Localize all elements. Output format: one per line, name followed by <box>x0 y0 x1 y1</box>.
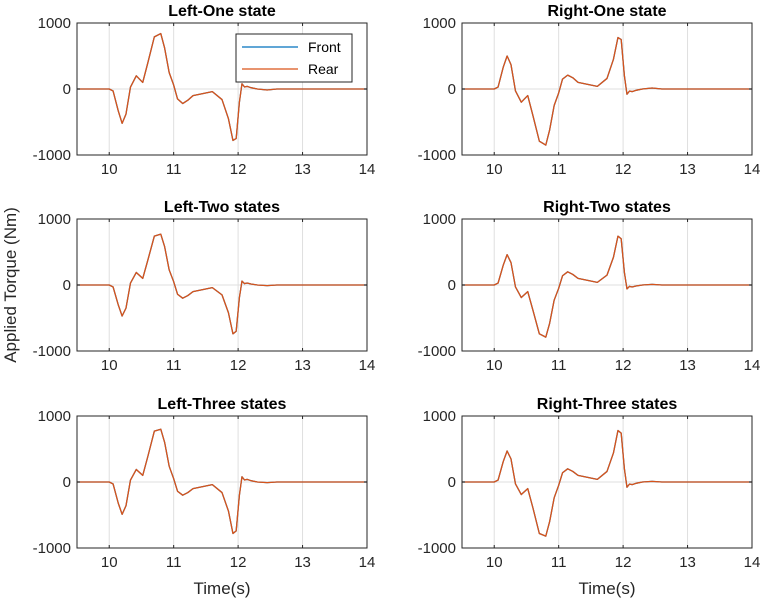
subplot-title: Right-One state <box>547 3 666 20</box>
x-tick-label: 13 <box>294 357 311 374</box>
subplot-title: Left-One state <box>168 3 276 20</box>
y-tick-label: 1000 <box>38 15 71 32</box>
x-tick-label: 13 <box>294 161 311 178</box>
x-tick-label: 14 <box>359 554 376 571</box>
x-tick-label: 14 <box>359 357 376 374</box>
legend: Front Rear <box>235 33 353 83</box>
y-tick-label: -1000 <box>33 147 71 164</box>
x-tick-label: 12 <box>230 161 247 178</box>
subplot-5: 10 11 12 13 14 -1000 0 1000 Left-Three states Tim… <box>33 396 376 598</box>
x-tick-label: 10 <box>101 554 118 571</box>
subplot-4: 10 11 12 13 14 -1000 0 1000 Right-Two states <box>418 199 761 374</box>
x-tick-label: 10 <box>101 161 118 178</box>
x-tick-label: 10 <box>486 161 503 178</box>
subplot-2: 10 11 12 13 14 -1000 0 1000 Right-One state <box>418 3 761 178</box>
x-tick-label: 11 <box>551 161 567 178</box>
x-tick-label: 12 <box>615 554 632 571</box>
series-line-rear <box>462 429 752 537</box>
y-tick-label: 0 <box>448 81 456 98</box>
y-tick-label: -1000 <box>418 343 456 360</box>
x-tick-label: 14 <box>744 161 761 178</box>
x-tick-label: 11 <box>551 357 567 374</box>
y-tick-label: 1000 <box>423 408 456 425</box>
y-tick-label: -1000 <box>33 540 71 557</box>
legend-label-front: Front <box>308 39 341 55</box>
x-tick-label: 10 <box>486 554 503 571</box>
x-tick-label: 12 <box>615 161 632 178</box>
series-line-rear <box>462 235 752 338</box>
y-tick-label: 1000 <box>423 15 456 32</box>
x-tick-label: 11 <box>551 554 567 571</box>
subplot-title: Left-Three states <box>158 396 287 413</box>
x-tick-label: 14 <box>744 357 761 374</box>
x-tick-label: 11 <box>166 357 182 374</box>
x-tick-label: 12 <box>615 357 632 374</box>
x-tick-label: 13 <box>679 554 696 571</box>
y-tick-label: 0 <box>448 277 456 294</box>
series-line-rear <box>77 233 367 335</box>
subplot-title: Right-Three states <box>537 396 678 413</box>
y-tick-label: 1000 <box>38 211 71 228</box>
subplot-3: 10 11 12 13 14 -1000 0 1000 Left-Two states <box>33 199 376 374</box>
x-tick-label: 10 <box>101 357 118 374</box>
y-tick-label: 0 <box>63 277 71 294</box>
subplot-6: 10 11 12 13 14 -1000 0 1000 Right-Three states Ti… <box>418 396 761 598</box>
y-tick-label: -1000 <box>418 147 456 164</box>
series-line-rear <box>462 36 752 146</box>
y-tick-label: -1000 <box>33 343 71 360</box>
x-tick-label: 13 <box>679 161 696 178</box>
subplot-1: 10 11 12 13 14 -1000 0 1000 Left-One state Front R… <box>33 3 376 178</box>
legend-label-rear: Rear <box>308 61 339 77</box>
x-tick-label: 11 <box>166 554 182 571</box>
x-tick-label: 12 <box>230 554 247 571</box>
x-tick-label: 13 <box>679 357 696 374</box>
x-axis-label: Time(s) <box>194 579 251 598</box>
x-tick-label: 14 <box>744 554 761 571</box>
x-axis-label: Time(s) <box>579 579 636 598</box>
y-tick-label: 0 <box>63 81 71 98</box>
y-tick-label: 0 <box>63 474 71 491</box>
x-tick-label: 14 <box>359 161 376 178</box>
y-tick-label: 1000 <box>38 408 71 425</box>
y-tick-label: -1000 <box>418 540 456 557</box>
subplot-title: Left-Two states <box>164 199 280 216</box>
x-tick-label: 13 <box>294 554 311 571</box>
figure-ylabel: Applied Torque (Nm) <box>1 207 20 363</box>
x-tick-label: 10 <box>486 357 503 374</box>
x-tick-label: 11 <box>166 161 182 178</box>
y-tick-label: 0 <box>448 474 456 491</box>
legend-box <box>235 33 353 83</box>
y-tick-label: 1000 <box>423 211 456 228</box>
series-line-rear <box>77 32 367 142</box>
subplot-title: Right-Two states <box>543 199 671 216</box>
x-tick-label: 12 <box>230 357 247 374</box>
series-line-rear <box>77 428 367 535</box>
